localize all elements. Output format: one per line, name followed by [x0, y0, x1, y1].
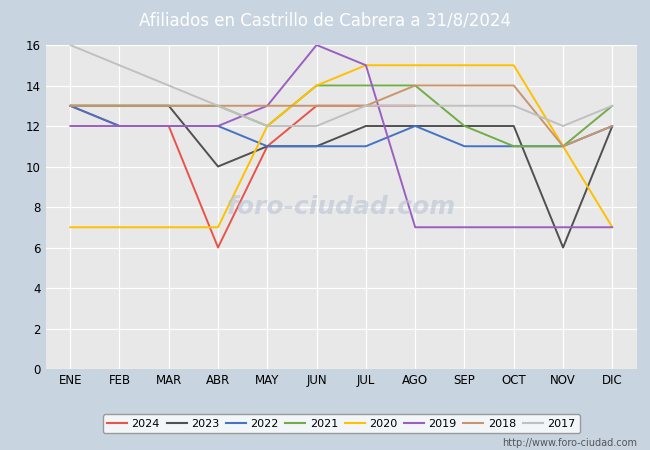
- Text: foro-ciudad.com: foro-ciudad.com: [227, 195, 456, 219]
- Text: http://www.foro-ciudad.com: http://www.foro-ciudad.com: [502, 438, 637, 448]
- Text: Afiliados en Castrillo de Cabrera a 31/8/2024: Afiliados en Castrillo de Cabrera a 31/8…: [139, 11, 511, 29]
- Legend: 2024, 2023, 2022, 2021, 2020, 2019, 2018, 2017: 2024, 2023, 2022, 2021, 2020, 2019, 2018…: [103, 414, 580, 433]
